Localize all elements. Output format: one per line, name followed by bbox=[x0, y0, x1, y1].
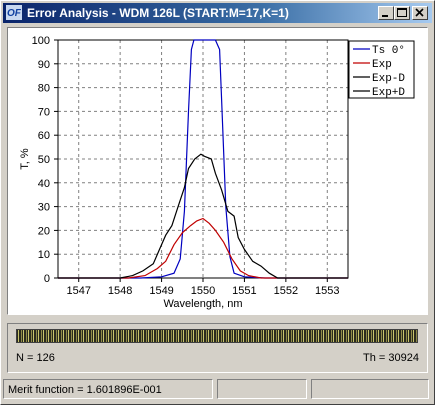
svg-text:OF: OF bbox=[7, 8, 22, 19]
status-cell-empty-2 bbox=[311, 379, 429, 399]
y-tick-label: 60 bbox=[38, 130, 50, 142]
close-icon bbox=[415, 8, 424, 17]
legend-label-ts: Ts 0° bbox=[372, 45, 405, 57]
transmission-chart: 1547 1548 1549 1550 1551 1552 1553 0 10 20 30 40 50… bbox=[19, 35, 415, 310]
maximize-icon bbox=[397, 8, 407, 17]
y-tick-label: 50 bbox=[38, 154, 50, 166]
y-tick-label: 70 bbox=[38, 106, 50, 118]
close-button[interactable] bbox=[412, 6, 428, 20]
maximize-button[interactable] bbox=[394, 6, 410, 20]
series-line-0 bbox=[58, 39, 348, 279]
title-bar[interactable]: OF Error Analysis - WDM 126L (START:M=17… bbox=[3, 3, 432, 23]
chart-grid bbox=[58, 40, 348, 278]
merit-function-status: Merit function = 1.601896E-001 bbox=[3, 379, 213, 399]
minimize-icon bbox=[382, 15, 388, 17]
status-bar: Merit function = 1.601896E-001 bbox=[3, 379, 432, 401]
x-tick-label: 1547 bbox=[66, 285, 90, 297]
y-axis-label: T, % bbox=[19, 148, 31, 170]
layer-count-label: N = 126 bbox=[16, 352, 55, 364]
y-tick-label: 30 bbox=[38, 202, 50, 214]
x-tick-label: 1550 bbox=[191, 285, 215, 297]
x-tick-label: 1553 bbox=[315, 285, 339, 297]
y-tick-label: 90 bbox=[38, 59, 50, 71]
series-line-1 bbox=[58, 217, 348, 279]
x-tick-label: 1552 bbox=[274, 285, 298, 297]
status-cell-empty-1 bbox=[217, 379, 307, 399]
legend-label-exp-plus-d: Exp+D bbox=[372, 87, 405, 99]
design-structure-panel: N = 126 Th = 30924 bbox=[7, 323, 428, 373]
chart-panel: 1547 1548 1549 1550 1551 1552 1553 0 10 20 30 40 50… bbox=[7, 27, 428, 315]
y-tick-label: 40 bbox=[38, 178, 50, 190]
y-tick-label: 10 bbox=[38, 249, 50, 261]
y-tick-label: 20 bbox=[38, 225, 50, 237]
legend: Ts 0° Exp Exp-D Exp+D bbox=[348, 40, 415, 99]
x-tick-label: 1548 bbox=[108, 285, 132, 297]
y-tick-label: 0 bbox=[44, 273, 50, 285]
window-title: Error Analysis - WDM 126L (START:M=17,K=… bbox=[27, 6, 289, 20]
legend-label-exp: Exp bbox=[372, 59, 392, 71]
legend-label-exp-d: Exp-D bbox=[372, 73, 405, 85]
x-axis-label: Wavelength, nm bbox=[163, 298, 242, 310]
x-tick-label: 1549 bbox=[149, 285, 173, 297]
thickness-label: Th = 30924 bbox=[363, 352, 419, 364]
y-tick-label: 80 bbox=[38, 83, 50, 95]
x-tick-label: 1551 bbox=[232, 285, 256, 297]
minimize-button[interactable] bbox=[378, 6, 394, 20]
series-line-2 bbox=[58, 153, 348, 279]
app-logo-icon: OF bbox=[6, 5, 22, 20]
layer-structure-bar[interactable] bbox=[16, 329, 418, 343]
y-tick-label: 100 bbox=[32, 35, 50, 47]
